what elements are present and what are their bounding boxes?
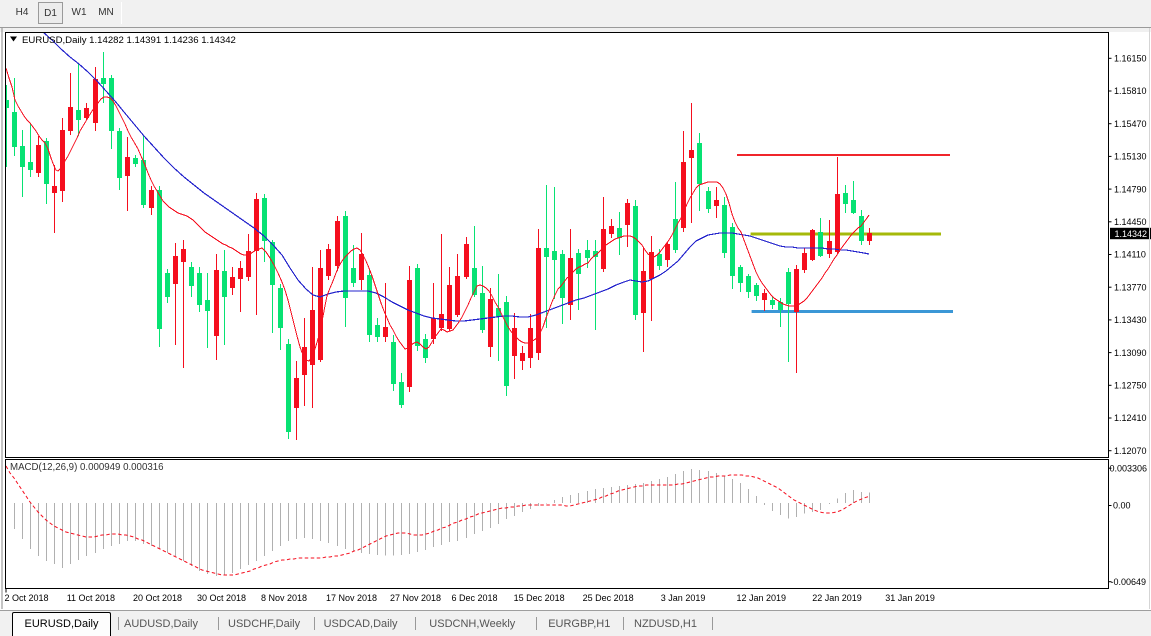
svg-text:1.13770: 1.13770 (1114, 282, 1147, 292)
svg-text:11 Oct 2018: 11 Oct 2018 (67, 593, 115, 603)
svg-text:1.15810: 1.15810 (1114, 86, 1147, 96)
svg-text:3 Jan 2019: 3 Jan 2019 (661, 593, 706, 603)
svg-text:EURUSD,Daily 1.14282 1.14391: EURUSD,Daily 1.14282 1.14391 1.14236 1.1… (22, 35, 236, 46)
svg-text:1.14450: 1.14450 (1114, 217, 1147, 227)
svg-text:1.16150: 1.16150 (1114, 54, 1147, 64)
svg-text:1.15470: 1.15470 (1114, 119, 1147, 129)
svg-text:1.13430: 1.13430 (1114, 315, 1147, 325)
svg-text:1.13090: 1.13090 (1114, 348, 1147, 358)
svg-text:6 Dec 2018: 6 Dec 2018 (452, 593, 498, 603)
svg-text:17 Nov 2018: 17 Nov 2018 (326, 593, 377, 603)
svg-text:1.12410: 1.12410 (1114, 413, 1147, 423)
svg-text:22 Jan 2019: 22 Jan 2019 (812, 593, 862, 603)
svg-text:1.12750: 1.12750 (1114, 381, 1147, 391)
svg-text:15 Dec 2018: 15 Dec 2018 (514, 593, 565, 603)
svg-text:0.003306: 0.003306 (1110, 463, 1148, 473)
svg-text:1.14110: 1.14110 (1114, 250, 1146, 260)
svg-text:MACD(12,26,9) 0.000949 0.00031: MACD(12,26,9) 0.000949 0.000316 (10, 462, 164, 473)
svg-text:1.14790: 1.14790 (1114, 184, 1147, 194)
svg-text:1.12070: 1.12070 (1114, 446, 1147, 456)
svg-text:30 Oct 2018: 30 Oct 2018 (197, 593, 246, 603)
svg-text:1.15130: 1.15130 (1114, 152, 1147, 162)
svg-text:2 Oct 2018: 2 Oct 2018 (5, 593, 49, 603)
svg-text:25 Dec 2018: 25 Dec 2018 (583, 593, 634, 603)
svg-text:20 Oct 2018: 20 Oct 2018 (133, 593, 182, 603)
svg-text:8 Nov 2018: 8 Nov 2018 (261, 593, 307, 603)
svg-text:31 Jan 2019: 31 Jan 2019 (885, 593, 935, 603)
svg-text:0.00: 0.00 (1113, 501, 1131, 511)
svg-text:1.14342: 1.14342 (1115, 229, 1148, 239)
svg-text:27 Nov 2018: 27 Nov 2018 (390, 593, 441, 603)
svg-text:12 Jan 2019: 12 Jan 2019 (737, 593, 787, 603)
svg-text:-0.00649: -0.00649 (1111, 577, 1147, 587)
